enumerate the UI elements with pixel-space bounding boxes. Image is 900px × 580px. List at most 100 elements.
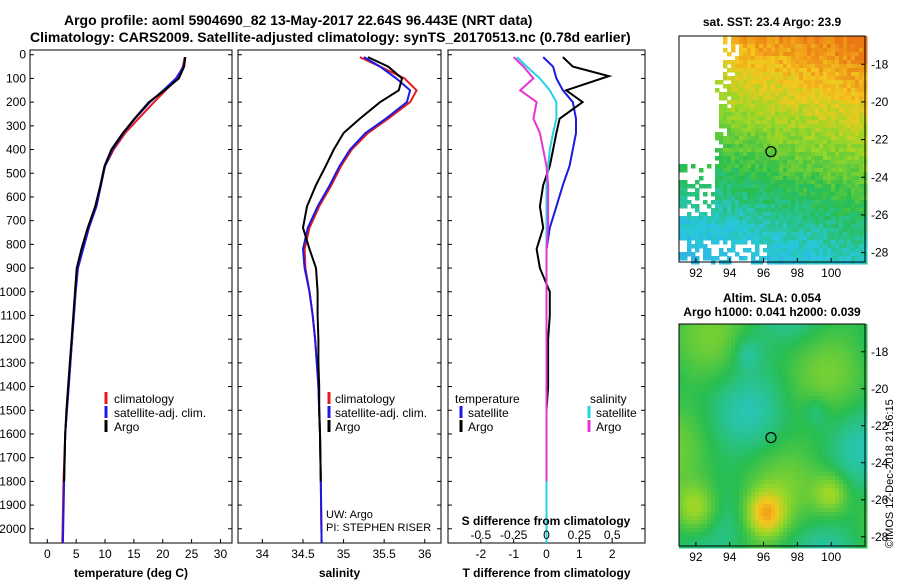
map-cell [859,412,864,417]
map-cell [715,380,720,385]
map-cell [707,364,712,369]
map-cell [783,188,788,193]
map-cell [851,340,856,345]
map-cell [791,112,796,117]
map-cell [739,540,744,545]
map-cell [711,364,716,369]
map-cell [791,236,796,241]
map-cell [807,212,812,217]
map-cell [791,500,796,505]
map-cell [771,332,776,337]
map-cell [811,196,816,201]
map-cell [739,468,744,473]
map-cell [823,344,828,349]
map-cell [791,240,796,245]
map-cell [739,364,744,369]
map-cell [795,388,800,393]
map-cell [731,424,736,429]
map-cell [787,504,792,509]
map-cell [775,340,780,345]
map-cell [759,452,764,457]
map-cell [795,120,800,125]
map-cell [811,172,816,177]
map-cell [855,240,860,245]
map-cell [787,456,792,461]
map-cell [711,228,716,233]
map-cell [791,176,796,181]
map-cell [735,340,740,345]
map-cell [779,436,784,441]
map-cell [751,100,756,105]
map-cell [743,444,748,449]
map-cell [839,520,844,525]
map-cell [803,192,808,197]
map-cell [763,184,768,189]
map-cell [715,328,720,333]
map-cell [815,516,820,521]
map-cell [763,240,768,245]
map-cell [783,344,788,349]
map-cell [743,428,748,433]
map-cell [795,116,800,121]
map-cell [819,216,824,221]
map-cell [743,168,748,173]
map-cell [699,348,704,353]
map-cell [763,232,768,237]
map-cell [699,392,704,397]
map-cell [847,172,852,177]
map-cell [727,380,732,385]
map-cell [735,144,740,149]
map-cell [815,360,820,365]
map-cell [771,464,776,469]
map-cell [751,348,756,353]
map-cell [731,476,736,481]
map-cell [827,104,832,109]
map-cell [723,176,728,181]
map-cell [699,456,704,461]
map-cell [735,196,740,201]
map-cell [755,60,760,65]
map-cell [723,428,728,433]
map-cell [759,108,764,113]
map-cell [775,124,780,129]
map-cell [851,44,856,49]
x-axis-label: T difference from climatology [462,566,630,580]
map-cell [739,428,744,433]
map-cell [695,232,700,237]
map-cell [799,36,804,41]
map-cell [743,40,748,45]
map-cell [775,516,780,521]
map-cell [783,248,788,253]
map-cell [783,524,788,529]
map-cell [727,376,732,381]
map-cell [739,472,744,477]
map-cell [819,244,824,249]
map-cell [755,472,760,477]
map-cell [803,248,808,253]
map-cell [859,88,864,93]
map-cell [771,136,776,141]
map-cell [855,444,860,449]
map-cell [751,76,756,81]
map-cell [719,364,724,369]
map-cell [859,356,864,361]
map-cell [735,56,740,61]
map-cell [771,216,776,221]
map-cell [859,104,864,109]
map-cell [815,528,820,533]
map-cell [771,472,776,477]
map-cell [855,192,860,197]
map-cell [691,472,696,477]
map-cell [787,356,792,361]
map-cell [847,500,852,505]
map-cell [763,64,768,69]
map-cell [763,364,768,369]
map-cell [839,392,844,397]
map-cell [731,196,736,201]
map-cell [799,360,804,365]
map-cell [799,388,804,393]
map-cell [803,484,808,489]
map-cell [815,212,820,217]
map-cell [823,392,828,397]
map-cell [767,352,772,357]
